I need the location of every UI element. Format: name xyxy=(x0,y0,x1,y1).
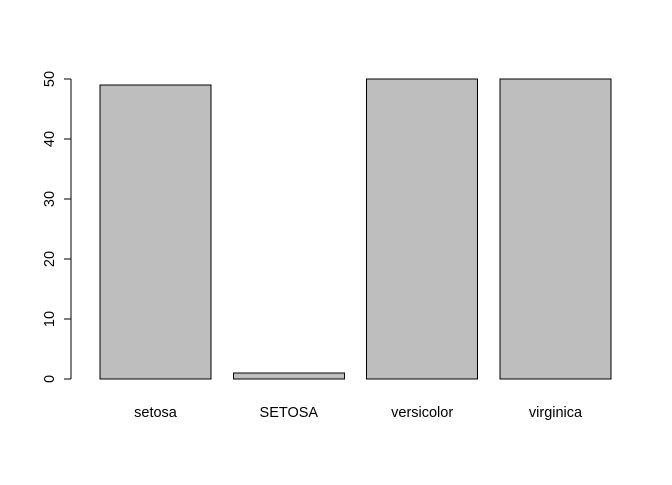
x-tick-label: virginica xyxy=(529,405,583,421)
y-tick-label: 40 xyxy=(42,131,58,147)
x-tick-label: SETOSA xyxy=(260,405,319,421)
x-tick-label: setosa xyxy=(134,405,178,421)
y-tick-label: 30 xyxy=(42,191,58,207)
x-axis-labels: setosa SETOSA versicolor virginica xyxy=(134,405,583,421)
y-axis: 0 10 20 30 40 50 xyxy=(42,71,72,383)
y-tick-label: 0 xyxy=(42,375,58,383)
bar-versicolor-2 xyxy=(366,78,479,380)
bars-group xyxy=(99,78,612,380)
y-tick-label: 50 xyxy=(42,71,58,87)
y-tick-label: 10 xyxy=(42,311,58,327)
x-tick-label: versicolor xyxy=(391,405,453,421)
bar-setosa-1 xyxy=(232,372,345,380)
y-tick-label: 20 xyxy=(42,251,58,267)
bar-setosa-0 xyxy=(99,84,212,380)
bar-virginica-3 xyxy=(499,78,612,380)
